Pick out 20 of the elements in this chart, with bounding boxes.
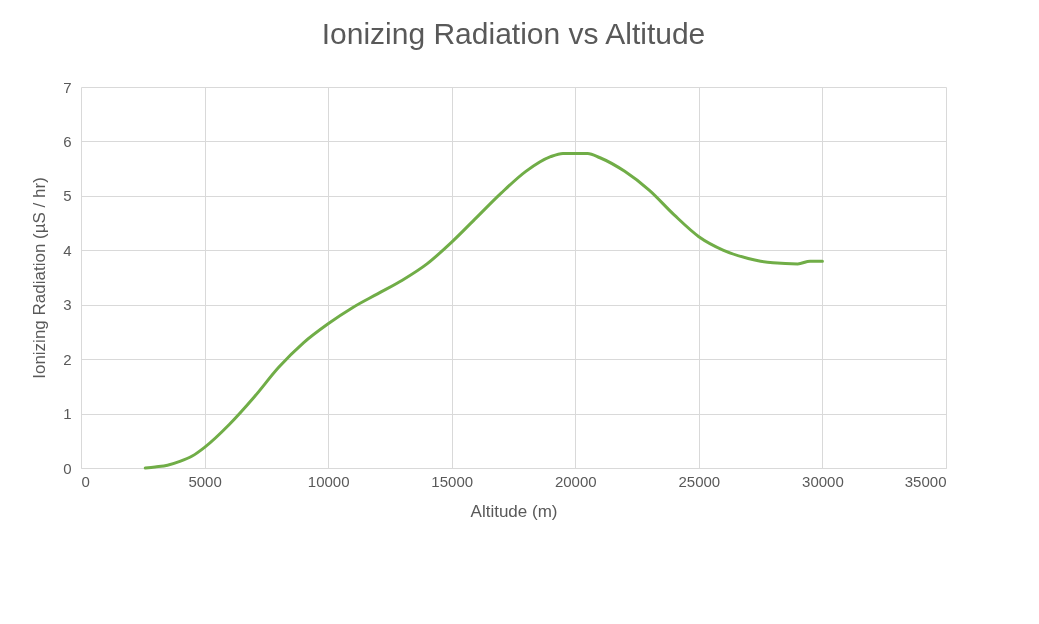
y-tick-label: 2 (63, 350, 72, 368)
x-tick-label: 5000 (188, 472, 222, 490)
y-axis-title: Ionizing Radiation (µS / hr) (30, 177, 50, 379)
x-tick-label: 30000 (802, 472, 844, 490)
chart-title: Ionizing Radiation vs Altitude (321, 17, 706, 50)
y-tick-label: 0 (63, 459, 72, 477)
y-tick-label: 7 (63, 78, 72, 96)
x-tick-label: 20000 (554, 472, 597, 490)
x-tick-label: 0 (81, 472, 90, 490)
x-tick-label: 35000 (904, 472, 947, 490)
line-series (143, 151, 824, 470)
x-tick-label: 10000 (307, 472, 350, 490)
x-tick-label: 15000 (431, 472, 474, 490)
x-tick-label: 25000 (678, 472, 721, 490)
x-axis-title: Altitude (m) (470, 501, 558, 521)
y-tick-label: 3 (63, 296, 72, 314)
y-tick-label: 4 (63, 241, 72, 259)
y-tick-label: 6 (63, 132, 72, 150)
y-tick-label: 1 (63, 405, 72, 423)
y-tick-label: 5 (63, 187, 72, 205)
